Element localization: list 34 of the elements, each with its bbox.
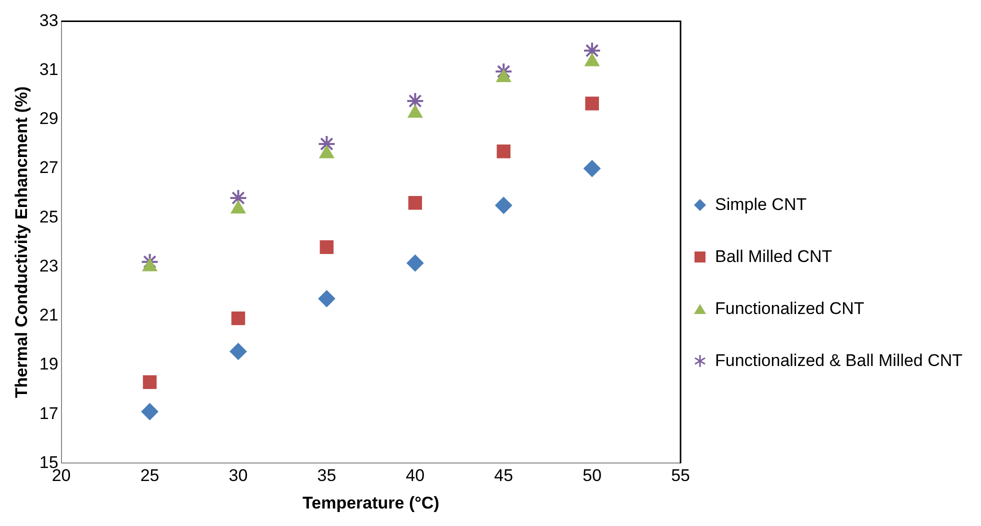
- point: [141, 403, 158, 420]
- x-tick-label: 55: [671, 466, 690, 486]
- point: [231, 311, 246, 326]
- point: [230, 342, 247, 360]
- point: [495, 196, 512, 214]
- legend-label: Ball Milled CNT: [715, 247, 834, 267]
- point: [584, 160, 601, 178]
- x-tick-label: 45: [494, 466, 514, 486]
- point: [318, 290, 336, 308]
- y-tick-label: 21: [39, 306, 58, 325]
- legend-label: Functionalized & Ball Milled CNT: [715, 351, 964, 371]
- y-tick-label: 31: [39, 60, 58, 79]
- legend-label: Functionalized CNT: [715, 299, 866, 319]
- point: [406, 254, 424, 272]
- y-tick-label: 25: [39, 207, 58, 226]
- x-tick-label: 35: [317, 466, 336, 486]
- y-axis-title: Thermal Conductivity Enhancment (%): [12, 86, 31, 398]
- x-tick-label: 40: [406, 466, 425, 486]
- y-tick-label: 23: [39, 256, 58, 276]
- x-tick-label: 50: [582, 466, 602, 486]
- y-tick-label: 29: [39, 109, 58, 128]
- x-axis-title: Temperature (°C): [302, 493, 440, 512]
- x-tick-label: 25: [140, 466, 160, 486]
- y-tick-label: 27: [39, 158, 58, 178]
- point: [320, 240, 334, 254]
- y-tick-label: 33: [39, 10, 58, 30]
- legend-label: Simple CNT: [715, 195, 808, 215]
- y-tick-label: 19: [39, 354, 58, 374]
- point: [585, 96, 599, 110]
- x-tick-label: 30: [228, 466, 248, 486]
- y-tick-label: 17: [39, 404, 58, 423]
- point: [496, 144, 510, 158]
- point: [142, 375, 157, 390]
- point: [408, 196, 422, 210]
